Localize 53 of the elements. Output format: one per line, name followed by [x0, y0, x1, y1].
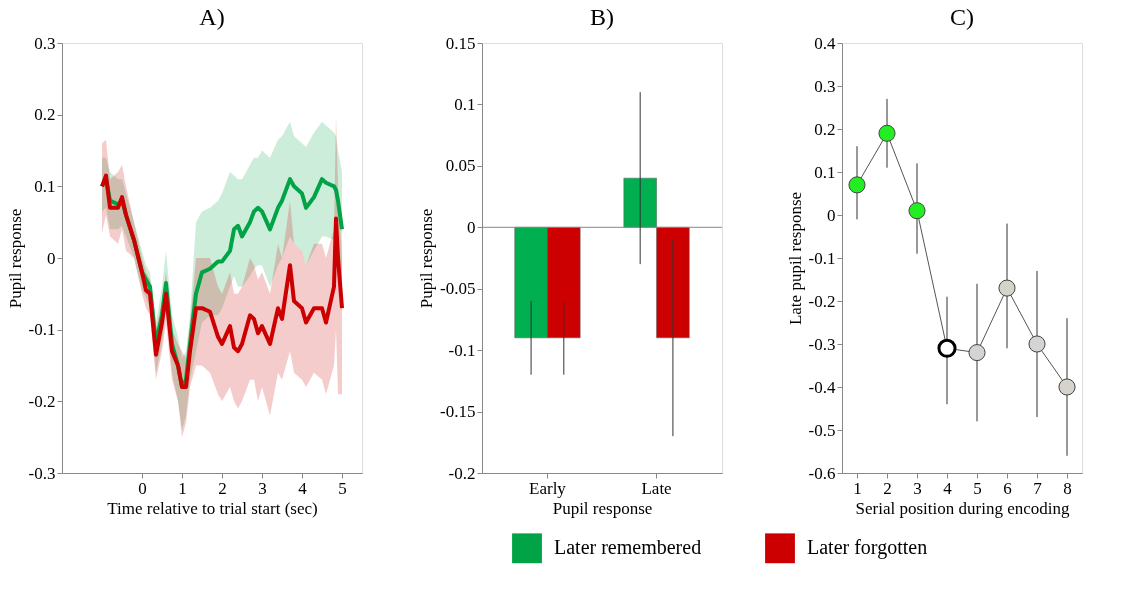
- y-tick-label: 0.1: [814, 162, 836, 182]
- x-tick-label: 6: [1003, 478, 1012, 498]
- y-axis-title: Late pupil response: [785, 191, 805, 326]
- x-tick-label: 1: [178, 478, 187, 498]
- y-tick-label: 0: [47, 248, 56, 268]
- y-tick-label: 0.3: [814, 76, 836, 96]
- y-tick-label: -0.2: [808, 291, 836, 311]
- x-tick-label: 0: [138, 478, 147, 498]
- x-tick-label: 7: [1033, 478, 1043, 498]
- y-tick-label: 0.4: [814, 33, 836, 53]
- y-tick-label: 0.2: [34, 105, 56, 125]
- x-tick-label: 5: [338, 478, 347, 498]
- y-tick-label: -0.3: [28, 463, 56, 483]
- y-tick-label: -0.5: [808, 420, 836, 440]
- x-tick-label: 3: [258, 478, 267, 498]
- y-tick-label: -0.1: [28, 320, 56, 340]
- x-tick-label: Late: [641, 478, 672, 498]
- x-tick-label: 8: [1063, 478, 1072, 498]
- y-tick-label: 0.1: [34, 176, 56, 196]
- y-tick-label: 0: [827, 205, 836, 225]
- x-tick-label: 1: [853, 478, 862, 498]
- y-tick-label: -0.1: [808, 248, 836, 268]
- y-tick-label: 0: [467, 217, 476, 237]
- x-tick-label: 2: [218, 478, 227, 498]
- y-axis-title: Pupil response: [417, 208, 437, 309]
- x-tick-label: 2: [883, 478, 892, 498]
- y-tick-label: -0.6: [808, 463, 836, 483]
- x-axis-title: Pupil response: [552, 498, 653, 518]
- legend-label: Later remembered: [554, 536, 702, 559]
- chart-title: C): [950, 4, 974, 30]
- x-tick-label: 4: [943, 478, 953, 498]
- chart-title: A): [199, 4, 225, 30]
- y-tick-label: -0.15: [440, 402, 476, 422]
- x-tick-label: 5: [973, 478, 982, 498]
- y-tick-label: -0.3: [808, 334, 836, 354]
- y-tick-label: 0.15: [445, 33, 476, 53]
- y-axis-title: Pupil response: [5, 208, 25, 309]
- y-tick-label: -0.05: [440, 279, 476, 299]
- y-tick-label: 0.3: [34, 33, 56, 53]
- x-tick-label: Early: [529, 478, 567, 498]
- y-tick-label: -0.1: [448, 340, 476, 360]
- y-tick-label: 0.2: [814, 119, 836, 139]
- y-tick-label: 0.1: [454, 94, 476, 114]
- x-axis-title: Serial position during encoding: [855, 498, 1070, 518]
- legend-label: Later forgotten: [807, 536, 928, 560]
- x-axis-title: Time relative to trial start (sec): [107, 498, 318, 518]
- x-tick-label: 3: [913, 478, 922, 498]
- chart-title: B): [590, 4, 614, 30]
- y-tick-label: -0.4: [808, 377, 836, 397]
- y-tick-label: -0.2: [448, 463, 476, 483]
- x-tick-label: 4: [298, 478, 308, 498]
- y-tick-label: 0.05: [445, 156, 476, 176]
- y-tick-label: -0.2: [28, 391, 56, 411]
